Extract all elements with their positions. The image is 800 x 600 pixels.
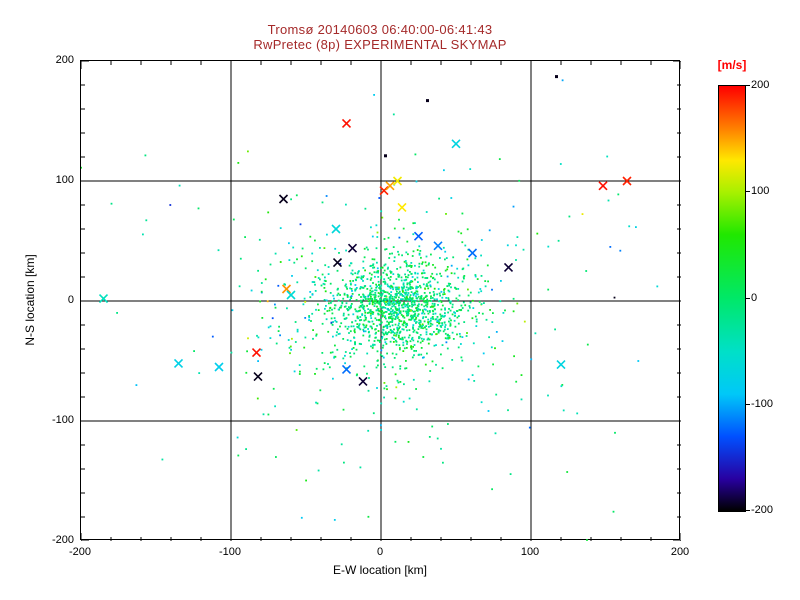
echo-dot-marker: [555, 75, 558, 79]
x-tick-label: 0: [376, 546, 384, 558]
colorbar-unit-label: [m/s]: [717, 58, 747, 72]
colorbar-tick-mark: [745, 510, 750, 511]
x-axis-label: E-W location [km]: [332, 563, 428, 577]
echo-x-marker: [413, 231, 424, 241]
y-tick-label: -100: [51, 414, 74, 426]
plot-title-line2: RwPretec (8p) EXPERIMENTAL SKYMAP: [253, 37, 507, 52]
colorbar-tick-mark: [745, 191, 750, 193]
echo-x-marker: [433, 241, 443, 251]
echo-x-marker: [98, 294, 109, 304]
echo-x-marker: [397, 202, 407, 212]
echo-x-marker: [598, 181, 608, 191]
scatter-plot-canvas: [81, 61, 681, 541]
colorbar-tick-mark: [745, 85, 750, 86]
colorbar-tick-label: 100: [751, 185, 770, 198]
echo-x-marker: [286, 290, 296, 300]
echo-x-marker: [451, 139, 461, 149]
y-tick-label: 100: [55, 174, 74, 186]
colorbar-tick-mark: [745, 403, 750, 405]
echo-x-marker: [379, 186, 389, 196]
echo-x-marker: [556, 360, 566, 370]
echo-dot-marker: [384, 154, 387, 158]
echo-x-marker: [214, 362, 224, 372]
echo-x-marker: [278, 194, 289, 204]
colorbar-tick-label: -200: [751, 504, 774, 516]
echo-x-marker: [622, 176, 632, 186]
plot-area: [80, 60, 681, 541]
echo-x-marker: [331, 224, 341, 234]
echo-x-marker: [385, 181, 395, 191]
echo-x-marker: [341, 364, 352, 374]
colorbar: [718, 85, 746, 512]
y-tick-label: 0: [67, 294, 74, 306]
colorbar-tick-label: 200: [751, 79, 770, 91]
echo-x-marker: [503, 262, 514, 272]
colorbar-tick-label: -100: [751, 397, 774, 410]
echo-x-marker: [392, 176, 403, 186]
echo-x-marker: [467, 248, 478, 258]
echo-x-marker: [347, 243, 358, 253]
colorbar-tick-label: 0: [751, 291, 758, 304]
colorbar-tick-mark: [745, 297, 750, 299]
x-tick-label: 100: [520, 546, 540, 558]
x-tick-label: -100: [218, 546, 242, 558]
echo-x-marker: [358, 376, 368, 386]
plot-title-line1: Tromsø 20140603 06:40:00-06:41:43: [267, 22, 493, 37]
plot-title: Tromsø 20140603 06:40:00-06:41:43 RwPret…: [80, 22, 680, 52]
y-tick-label: 200: [55, 54, 74, 66]
echo-x-marker: [173, 358, 184, 368]
y-tick-label: -200: [51, 534, 74, 546]
echo-x-marker: [251, 348, 262, 358]
echo-x-marker: [281, 284, 292, 294]
echo-dot-marker: [426, 99, 429, 103]
echo-x-marker: [341, 118, 352, 128]
x-tick-label: 200: [670, 546, 690, 558]
echo-x-marker: [332, 258, 343, 268]
x-tick-label: -200: [68, 546, 92, 558]
echo-x-marker: [253, 372, 263, 382]
